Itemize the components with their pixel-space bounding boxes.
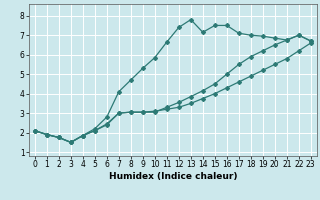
X-axis label: Humidex (Indice chaleur): Humidex (Indice chaleur): [108, 172, 237, 181]
